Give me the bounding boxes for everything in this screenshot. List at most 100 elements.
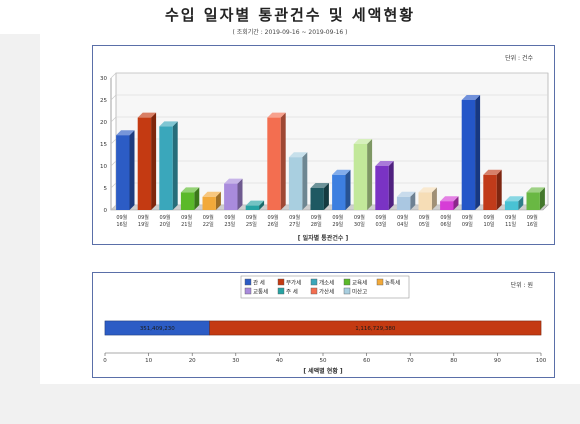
chart1-bar — [289, 152, 307, 210]
chart1-bar-front — [311, 188, 324, 210]
chart1-x-tick-label-day: 26일 — [268, 221, 279, 228]
chart1-bar-front — [419, 192, 432, 210]
chart2-legend-label: 농특세 — [385, 279, 400, 287]
chart2-x-tick-label: 60 — [363, 358, 370, 364]
chart1-bar-side — [367, 139, 372, 210]
chart1-x-tick-label-day: 21일 — [181, 221, 192, 228]
chart1-bar — [224, 179, 242, 210]
chart2-legend-label: 개소세 — [319, 279, 334, 287]
chart2-legend-label: 교육세 — [352, 279, 367, 287]
chart1-x-tick-label-day: 29일 — [332, 221, 343, 228]
chart2-legend-label: 가산세 — [319, 288, 334, 296]
page-title: 수입 일자별 통관건수 및 세액현황 — [0, 4, 580, 25]
chart1-gridline-side — [111, 95, 116, 100]
chart1-x-tick-label-month: 09월 — [116, 214, 127, 221]
chart1-bar — [311, 183, 329, 210]
chart1-bar — [375, 161, 393, 210]
chart1-gridline-side — [111, 161, 116, 166]
chart1-x-tick-label-month: 09월 — [203, 214, 214, 221]
chart1-x-tick-label-day: 10일 — [484, 221, 495, 228]
chart1-y-tick-label: 30 — [100, 76, 107, 82]
chart2-segment-label: 1,116,729,380 — [355, 326, 396, 332]
chart1-x-tick-label-day: 16일 — [116, 221, 127, 228]
chart1-gridline-side — [111, 183, 116, 188]
chart2-x-tick-label: 40 — [276, 358, 283, 364]
chart1-bar-front — [462, 100, 475, 210]
chart2-x-tick-label: 70 — [407, 358, 414, 364]
chart2-legend-swatch — [344, 279, 350, 285]
chart1-gridline-side — [111, 117, 116, 122]
chart1-bar-front — [527, 192, 540, 210]
chart2-x-tick-label: 10 — [145, 358, 152, 364]
chart1-bar — [483, 170, 501, 210]
chart1-x-tick-label-month: 09월 — [224, 214, 235, 221]
chart1-x-tick-label-day: 20일 — [160, 221, 171, 228]
chart2-legend-label: 관 세 — [253, 279, 265, 287]
chart2-x-tick-label: 50 — [320, 358, 327, 364]
chart1-x-tick-label-month: 09월 — [440, 214, 451, 221]
chart1-y-tick-label: 25 — [100, 98, 107, 104]
chart1-bar-front — [181, 192, 194, 210]
chart1-x-tick-label-month: 09월 — [397, 214, 408, 221]
chart1-bar-side — [151, 113, 156, 210]
chart2-legend-swatch — [245, 279, 251, 285]
chart1-x-tick-label-month: 09월 — [160, 214, 171, 221]
chart1-bar-front — [332, 175, 345, 210]
chart1-y-tick-label: 15 — [100, 142, 107, 148]
chart1-y-tick-label: 5 — [104, 186, 108, 192]
chart1-bar-side — [173, 121, 178, 210]
chart1-bar-front — [483, 175, 496, 210]
chart2-legend-label: 주 세 — [286, 288, 298, 296]
chart1-gridline-side — [111, 73, 116, 78]
chart1-x-tick-label-day: 19일 — [138, 221, 149, 228]
chart1-gridline-side — [111, 139, 116, 144]
chart1-unit-label: 단위 : 건수 — [505, 54, 533, 62]
chart1-bar — [203, 192, 221, 210]
chart2-legend-swatch — [311, 288, 317, 294]
chart1-x-tick-label-month: 09월 — [505, 214, 516, 221]
chart1-x-tick-label-day: 05일 — [419, 221, 430, 228]
chart1-bar — [138, 113, 156, 210]
chart2-x-tick-label: 80 — [450, 358, 457, 364]
chart1-y-tick-label: 20 — [100, 120, 107, 126]
chart2-legend-label: 교통세 — [253, 288, 268, 296]
chart1-x-tick-label-month: 09월 — [289, 214, 300, 221]
page-left-background — [0, 34, 40, 384]
chart1-bar-front — [505, 201, 518, 210]
chart2-x-tick-label: 100 — [536, 358, 547, 364]
chart1-x-tick-label-month: 09월 — [354, 214, 365, 221]
chart1-bar-front — [289, 157, 302, 210]
chart1-bar-front — [224, 184, 237, 210]
chart1-bar-front — [138, 118, 151, 210]
chart1-x-tick-label-day: 06일 — [440, 221, 451, 228]
chart2-legend-label: 부가세 — [286, 279, 301, 287]
chart1-x-tick-label-month: 09월 — [462, 214, 473, 221]
chart2-legend-swatch — [311, 279, 317, 285]
chart2-segment-label: 351,409,230 — [140, 326, 175, 332]
chart1-x-tick-label-month: 09월 — [484, 214, 495, 221]
chart2-legend-swatch — [278, 288, 284, 294]
chart1-bar — [116, 130, 134, 210]
chart1-bar-front — [354, 144, 367, 210]
chart1-caption: [ 일자별 통관건수 ] — [298, 234, 349, 242]
chart1-x-tick-label-month: 09월 — [332, 214, 343, 221]
chart1-bar-front — [203, 197, 216, 210]
chart1-x-tick-label-month: 09월 — [246, 214, 257, 221]
chart1-x-tick-label-day: 03일 — [376, 221, 387, 228]
chart1-bar-side — [389, 161, 394, 210]
chart2-x-tick-label: 20 — [189, 358, 196, 364]
chart1-bar — [527, 187, 545, 210]
chart2-legend: 관 세 부가세 개소세 교육세 농특세교통세 주 세 가산세 미산고 — [241, 276, 409, 298]
chart1-bar — [354, 139, 372, 210]
chart1-x-tick-label-day: 22일 — [203, 221, 214, 228]
chart1-bar — [159, 121, 177, 210]
chart2-x-tick-label: 0 — [103, 358, 107, 364]
chart1-y-tick-label: 0 — [104, 208, 108, 214]
chart2-legend-swatch — [377, 279, 383, 285]
chart1-bar-side — [475, 95, 480, 210]
chart1-bar — [332, 170, 350, 210]
daily-count-chart-panel: 단위 : 건수 0 5 10 15 20 25 30 09월 16일 09월 19일 09월 20일 09월… — [92, 45, 555, 245]
chart1-bar-side — [345, 170, 350, 210]
chart1-x-tick-label-day: 28일 — [311, 221, 322, 228]
chart1-bar — [419, 187, 437, 210]
